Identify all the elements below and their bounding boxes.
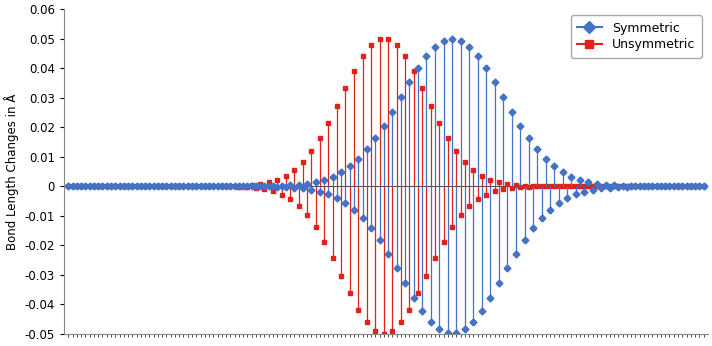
Y-axis label: Bond Length Changes in Å: Bond Length Changes in Å — [4, 93, 19, 250]
Legend: Symmetric, Unsymmetric: Symmetric, Unsymmetric — [571, 16, 701, 58]
